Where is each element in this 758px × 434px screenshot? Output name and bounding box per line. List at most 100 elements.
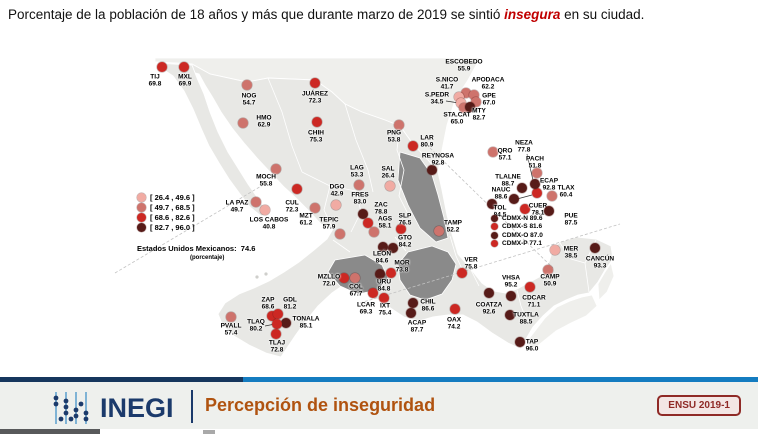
cdmx-label-CDMX-N: CDMX-N 89.6 [502, 214, 543, 222]
city-label-CHIL: CHIL 86.6 [420, 298, 436, 313]
city-label-TIJ: TIJ 69.8 [148, 73, 162, 88]
city-label-TAP: TAP 96.0 [525, 338, 539, 353]
city-label-GDL: GDL 81.2 [283, 296, 297, 311]
footer-stripe [0, 377, 758, 382]
city-label-SAL: SAL 26.4 [381, 165, 395, 180]
city-dot-LAG [354, 180, 364, 190]
map-legend: [ 26.4 , 49.6 ] [ 49.7 , 68.5 ] [ 68.6 ,… [137, 192, 195, 232]
city-dot-CHIH [312, 117, 322, 127]
legend-label: [ 82.7 , 96.0 ] [150, 222, 195, 232]
cdmx-dot-CDMX-P [491, 240, 498, 247]
city-label-ACAP: ACAP 87.7 [407, 319, 427, 334]
city-label-JUÁREZ: JUÁREZ 72.3 [301, 90, 329, 105]
city-label-SLP: SLP 76.5 [398, 212, 412, 227]
ensu-badge: ENSU 2019-1 [657, 395, 741, 416]
city-label-ESCOBEDO: ESCOBEDO 55.9 [445, 58, 483, 73]
city-label-LEÓN: LEÓN 84.6 [372, 250, 392, 265]
city-label-LAG: LAG 53.3 [350, 164, 364, 179]
city-label-VHSA: VHSA 95.2 [501, 274, 521, 289]
city-dot-LOS CABOS [260, 205, 270, 215]
cdmx-row-CDMX-N: CDMX-N 89.6 [491, 214, 543, 222]
bottom-gray-segment [203, 430, 215, 434]
city-dot-VHSA [506, 291, 516, 301]
city-label-MTY: MTY 82.7 [472, 107, 486, 122]
percentage-note: (porcentaje) [190, 255, 225, 261]
city-dot-COL [350, 273, 360, 283]
inegi-logo: INEGI [52, 391, 174, 425]
city-label-NOG: NOG 54.7 [241, 92, 257, 107]
cdmx-label-CDMX-S: CDMX-S 81.6 [502, 223, 543, 230]
city-dot-TLAX [547, 191, 557, 201]
city-dot-CDCAR [525, 282, 535, 292]
city-dot-MOR [386, 268, 396, 278]
city-dot-TLALNE [517, 183, 527, 193]
page-title: Porcentaje de la población de 18 años y … [8, 6, 752, 25]
city-label-CANCÚN: CANCÚN 93.3 [585, 255, 615, 270]
city-dot-CAMP [543, 265, 553, 275]
city-label-MOCH: MOCH 55.8 [256, 173, 276, 188]
city-dot-GTO [388, 243, 398, 253]
footer-stripe-left [0, 377, 243, 382]
city-dot-CUL [292, 184, 302, 194]
city-label-NAUC: NAUC 88.6 [491, 186, 511, 201]
inegi-wordmark: INEGI [100, 392, 174, 423]
city-label-MZT: MZT 61.2 [299, 212, 313, 227]
cdmx-label-CDMX-O: CDMX-O 87.0 [502, 231, 543, 239]
legend-row: [ 26.4 , 49.6 ] [137, 192, 195, 202]
cdmx-dot-CDMX-N [491, 214, 498, 222]
legend-dot-class3 [137, 212, 146, 222]
city-label-ECAP: ECAP 92.8 [539, 177, 559, 192]
city-label-S.PEDR: S.PEDR 34.5 [424, 91, 450, 106]
city-dot-SLP [396, 224, 406, 234]
city-label-TLALNE: TLALNE 88.7 [495, 173, 521, 188]
national-value: 74.6 [240, 244, 256, 253]
city-label-MOR: MOR 73.8 [394, 259, 410, 274]
city-label-MXL: MXL 69.9 [178, 73, 192, 88]
city-dot-PNG [394, 120, 404, 130]
city-dot-TAP [515, 337, 525, 347]
city-dot-TLAQ [272, 319, 282, 329]
city-dot-CHIL [408, 298, 418, 308]
cdmx-list: CDMX-N 89.6 CDMX-S 81.6 CDMX-O 87.0 CDMX-P … [491, 214, 543, 248]
city-label-LCAR: LCAR 69.3 [356, 301, 376, 316]
city-label-PACH: PACH 51.8 [526, 155, 544, 170]
city-dot-NOG [242, 80, 252, 90]
title-part1: Porcentaje de la población de 18 años y … [8, 7, 505, 22]
city-label-GTO: GTO 84.2 [398, 234, 412, 249]
city-dot-LCAR [368, 288, 378, 298]
city-dot-AGS [369, 227, 379, 237]
city-dot-TONALA [281, 318, 291, 328]
city-dot-URU [375, 269, 385, 279]
city-label-LA PAZ: LA PAZ 49.7 [225, 199, 249, 214]
legend-label: [ 68.6 , 82.6 ] [150, 212, 195, 222]
city-dot-REYNOSA [427, 165, 437, 175]
city-label-FRES: FRES 83.0 [351, 191, 369, 206]
cdmx-row-CDMX-S: CDMX-S 81.6 [491, 223, 543, 231]
title-part2: en su ciudad. [560, 7, 645, 22]
footer-divider [191, 390, 193, 423]
city-dot-TIJ [157, 62, 167, 72]
city-dot-CUER [520, 204, 530, 214]
city-label-COL: COL 67.7 [349, 283, 363, 298]
city-label-NEZA: NEZA 77.8 [515, 139, 533, 154]
city-dot-MZT [310, 203, 320, 213]
city-dot-TEPIC [335, 229, 345, 239]
city-label-TAMP: TAMP 52.2 [444, 219, 462, 234]
city-dot-APODACA [469, 90, 479, 100]
guatemala-land [527, 294, 598, 352]
city-label-S.NICO: S.NICO 41.7 [435, 76, 459, 91]
city-label-URU: URU 84.8 [376, 278, 392, 293]
legend-label: [ 49.7 , 68.5 ] [150, 202, 195, 212]
city-label-TUXTLA: TUXTLA 88.5 [513, 311, 539, 326]
state-guerrero-oaxaca [397, 245, 457, 301]
national-average: Estados Unidos Mexicanos: 74.6 [137, 244, 256, 253]
city-label-CHIH: CHIH 75.3 [308, 129, 324, 144]
city-label-HMO: HMO 62.9 [256, 114, 272, 129]
title-highlight: insegura [504, 7, 561, 22]
bottom-strip [0, 429, 758, 434]
city-label-IXT: IXT 75.4 [378, 302, 392, 317]
city-dot-STA.CAT [459, 103, 469, 113]
city-label-TONALA: TONALA 85.1 [292, 315, 320, 330]
